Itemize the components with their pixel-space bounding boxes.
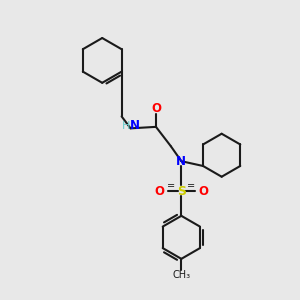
Text: =: = xyxy=(187,181,195,191)
Text: N: N xyxy=(176,155,186,168)
Text: N: N xyxy=(130,119,140,133)
Text: O: O xyxy=(154,184,164,198)
Text: O: O xyxy=(198,184,208,198)
Text: =: = xyxy=(167,181,175,191)
Text: O: O xyxy=(151,101,161,115)
Text: CH₃: CH₃ xyxy=(172,270,190,280)
Text: H: H xyxy=(122,121,130,131)
Text: S: S xyxy=(177,184,186,198)
